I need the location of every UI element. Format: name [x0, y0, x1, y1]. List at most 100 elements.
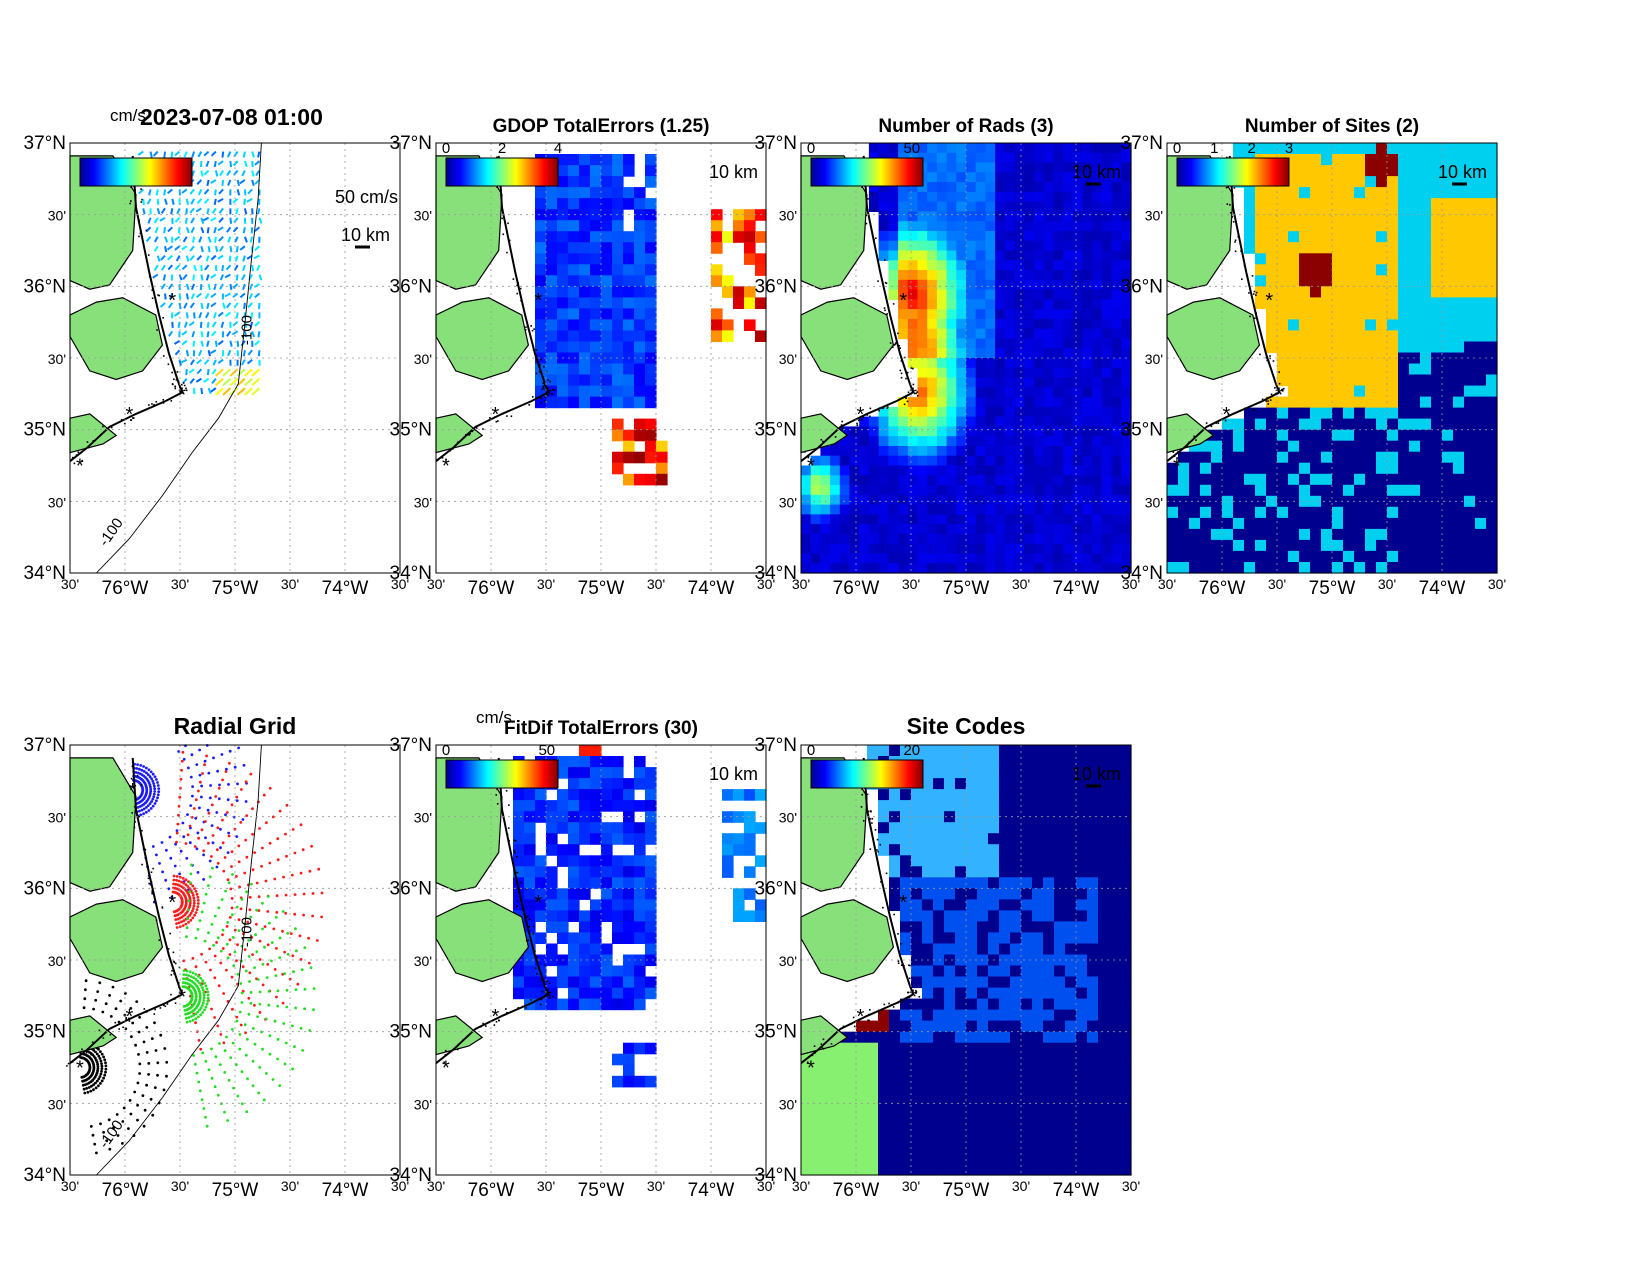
data-cell: [1464, 517, 1476, 530]
radial-grid-point: [302, 913, 305, 917]
data-cell: [936, 524, 948, 535]
data-cell: [1111, 524, 1122, 535]
current-vector: [153, 245, 159, 252]
coast-dot: [528, 404, 531, 406]
radial-grid-point: [292, 970, 295, 974]
data-cell: [995, 426, 1006, 437]
data-cell: [946, 455, 957, 467]
data-cell: [535, 800, 547, 812]
current-vector: [251, 331, 256, 338]
current-vector: [181, 245, 188, 251]
data-cell: [612, 330, 624, 342]
data-cell: [1053, 533, 1064, 545]
data-cell: [1387, 154, 1399, 166]
radial-grid-point: [221, 818, 224, 822]
radial-grid-point: [228, 916, 232, 919]
data-cell: [1072, 485, 1084, 496]
data-cell: [878, 250, 889, 261]
data-cell: [898, 406, 909, 418]
data-cell: [1486, 341, 1498, 354]
data-cell: [898, 328, 909, 340]
data-cell: [1072, 182, 1084, 193]
data-cell: [1200, 484, 1212, 497]
data-cell: [590, 363, 602, 376]
radial-grid-point: [275, 995, 278, 999]
data-cell: [1111, 318, 1122, 330]
radial-grid-point: [186, 917, 190, 921]
coast-dot: [164, 1005, 167, 1008]
data-cell: [1431, 319, 1443, 331]
data-cell: [1321, 473, 1333, 486]
data-cell: [601, 209, 613, 221]
data-cell: [1014, 465, 1025, 476]
data-cell: [917, 289, 928, 300]
radar-site-marker: *: [534, 892, 542, 914]
data-cell: [1092, 201, 1103, 212]
data-cell: [917, 143, 928, 154]
data-cell: [1101, 279, 1113, 291]
current-vector: [243, 160, 248, 168]
data-cell: [1063, 309, 1074, 320]
data-cell: [634, 910, 646, 922]
data-cell: [917, 358, 928, 369]
data-cell: [1222, 451, 1234, 464]
data-cell: [985, 465, 996, 476]
radial-grid-point: [253, 851, 256, 854]
data-cell: [1111, 152, 1122, 164]
data-cell: [634, 231, 646, 243]
data-cell: [568, 943, 580, 956]
data-cell: [1063, 416, 1074, 427]
data-cell: [1343, 319, 1355, 331]
data-cell: [907, 231, 919, 242]
data-cell: [546, 253, 558, 265]
data-cell: [917, 436, 928, 447]
data-cell: [1053, 250, 1064, 261]
current-vector: [236, 179, 241, 187]
current-vector: [200, 274, 204, 281]
lon-tick-label: 74°W: [688, 578, 735, 599]
data-cell: [868, 533, 880, 545]
data-cell: [634, 209, 646, 221]
data-cell: [1464, 308, 1476, 320]
data-cell: [849, 514, 860, 525]
data-cell: [1288, 341, 1300, 354]
data-cell: [1464, 220, 1476, 232]
data-cell: [927, 270, 938, 281]
radial-grid-point: [140, 808, 144, 812]
data-cell: [1082, 494, 1093, 506]
radial-grid-point: [293, 1045, 296, 1049]
data-cell: [513, 855, 525, 867]
data-cell: [995, 387, 1006, 398]
data-cell: [1321, 330, 1333, 342]
data-cell: [1101, 152, 1113, 164]
data-cell: [513, 844, 525, 856]
current-vector: [221, 151, 225, 158]
data-cell: [830, 514, 841, 525]
data-cell: [645, 297, 657, 309]
data-cell: [955, 789, 967, 801]
data-cell: [1376, 154, 1388, 166]
data-cell: [1266, 220, 1278, 232]
radial-grid-point: [156, 793, 160, 797]
data-cell: [1409, 154, 1421, 166]
radial-grid-point: [219, 949, 223, 953]
data-cell: [1420, 550, 1432, 563]
current-vector: [211, 321, 217, 328]
radial-grid-point: [187, 1016, 191, 1019]
data-cell: [1053, 211, 1064, 222]
data-cell: [711, 275, 723, 287]
data-cell: [557, 976, 569, 989]
radial-grid-point: [219, 827, 222, 831]
radar-site-marker: *: [1226, 178, 1234, 200]
data-cell: [557, 396, 569, 409]
data-cell: [601, 363, 613, 376]
data-cell: [1453, 374, 1465, 387]
data-cell: [579, 187, 591, 199]
data-cell: [1398, 319, 1410, 331]
data-cell: [1111, 231, 1122, 242]
data-cell: [1453, 264, 1465, 276]
data-cell: [1111, 162, 1122, 173]
data-cell: [612, 998, 624, 1011]
current-vector: [188, 321, 195, 327]
coast-dot: [1225, 186, 1228, 189]
